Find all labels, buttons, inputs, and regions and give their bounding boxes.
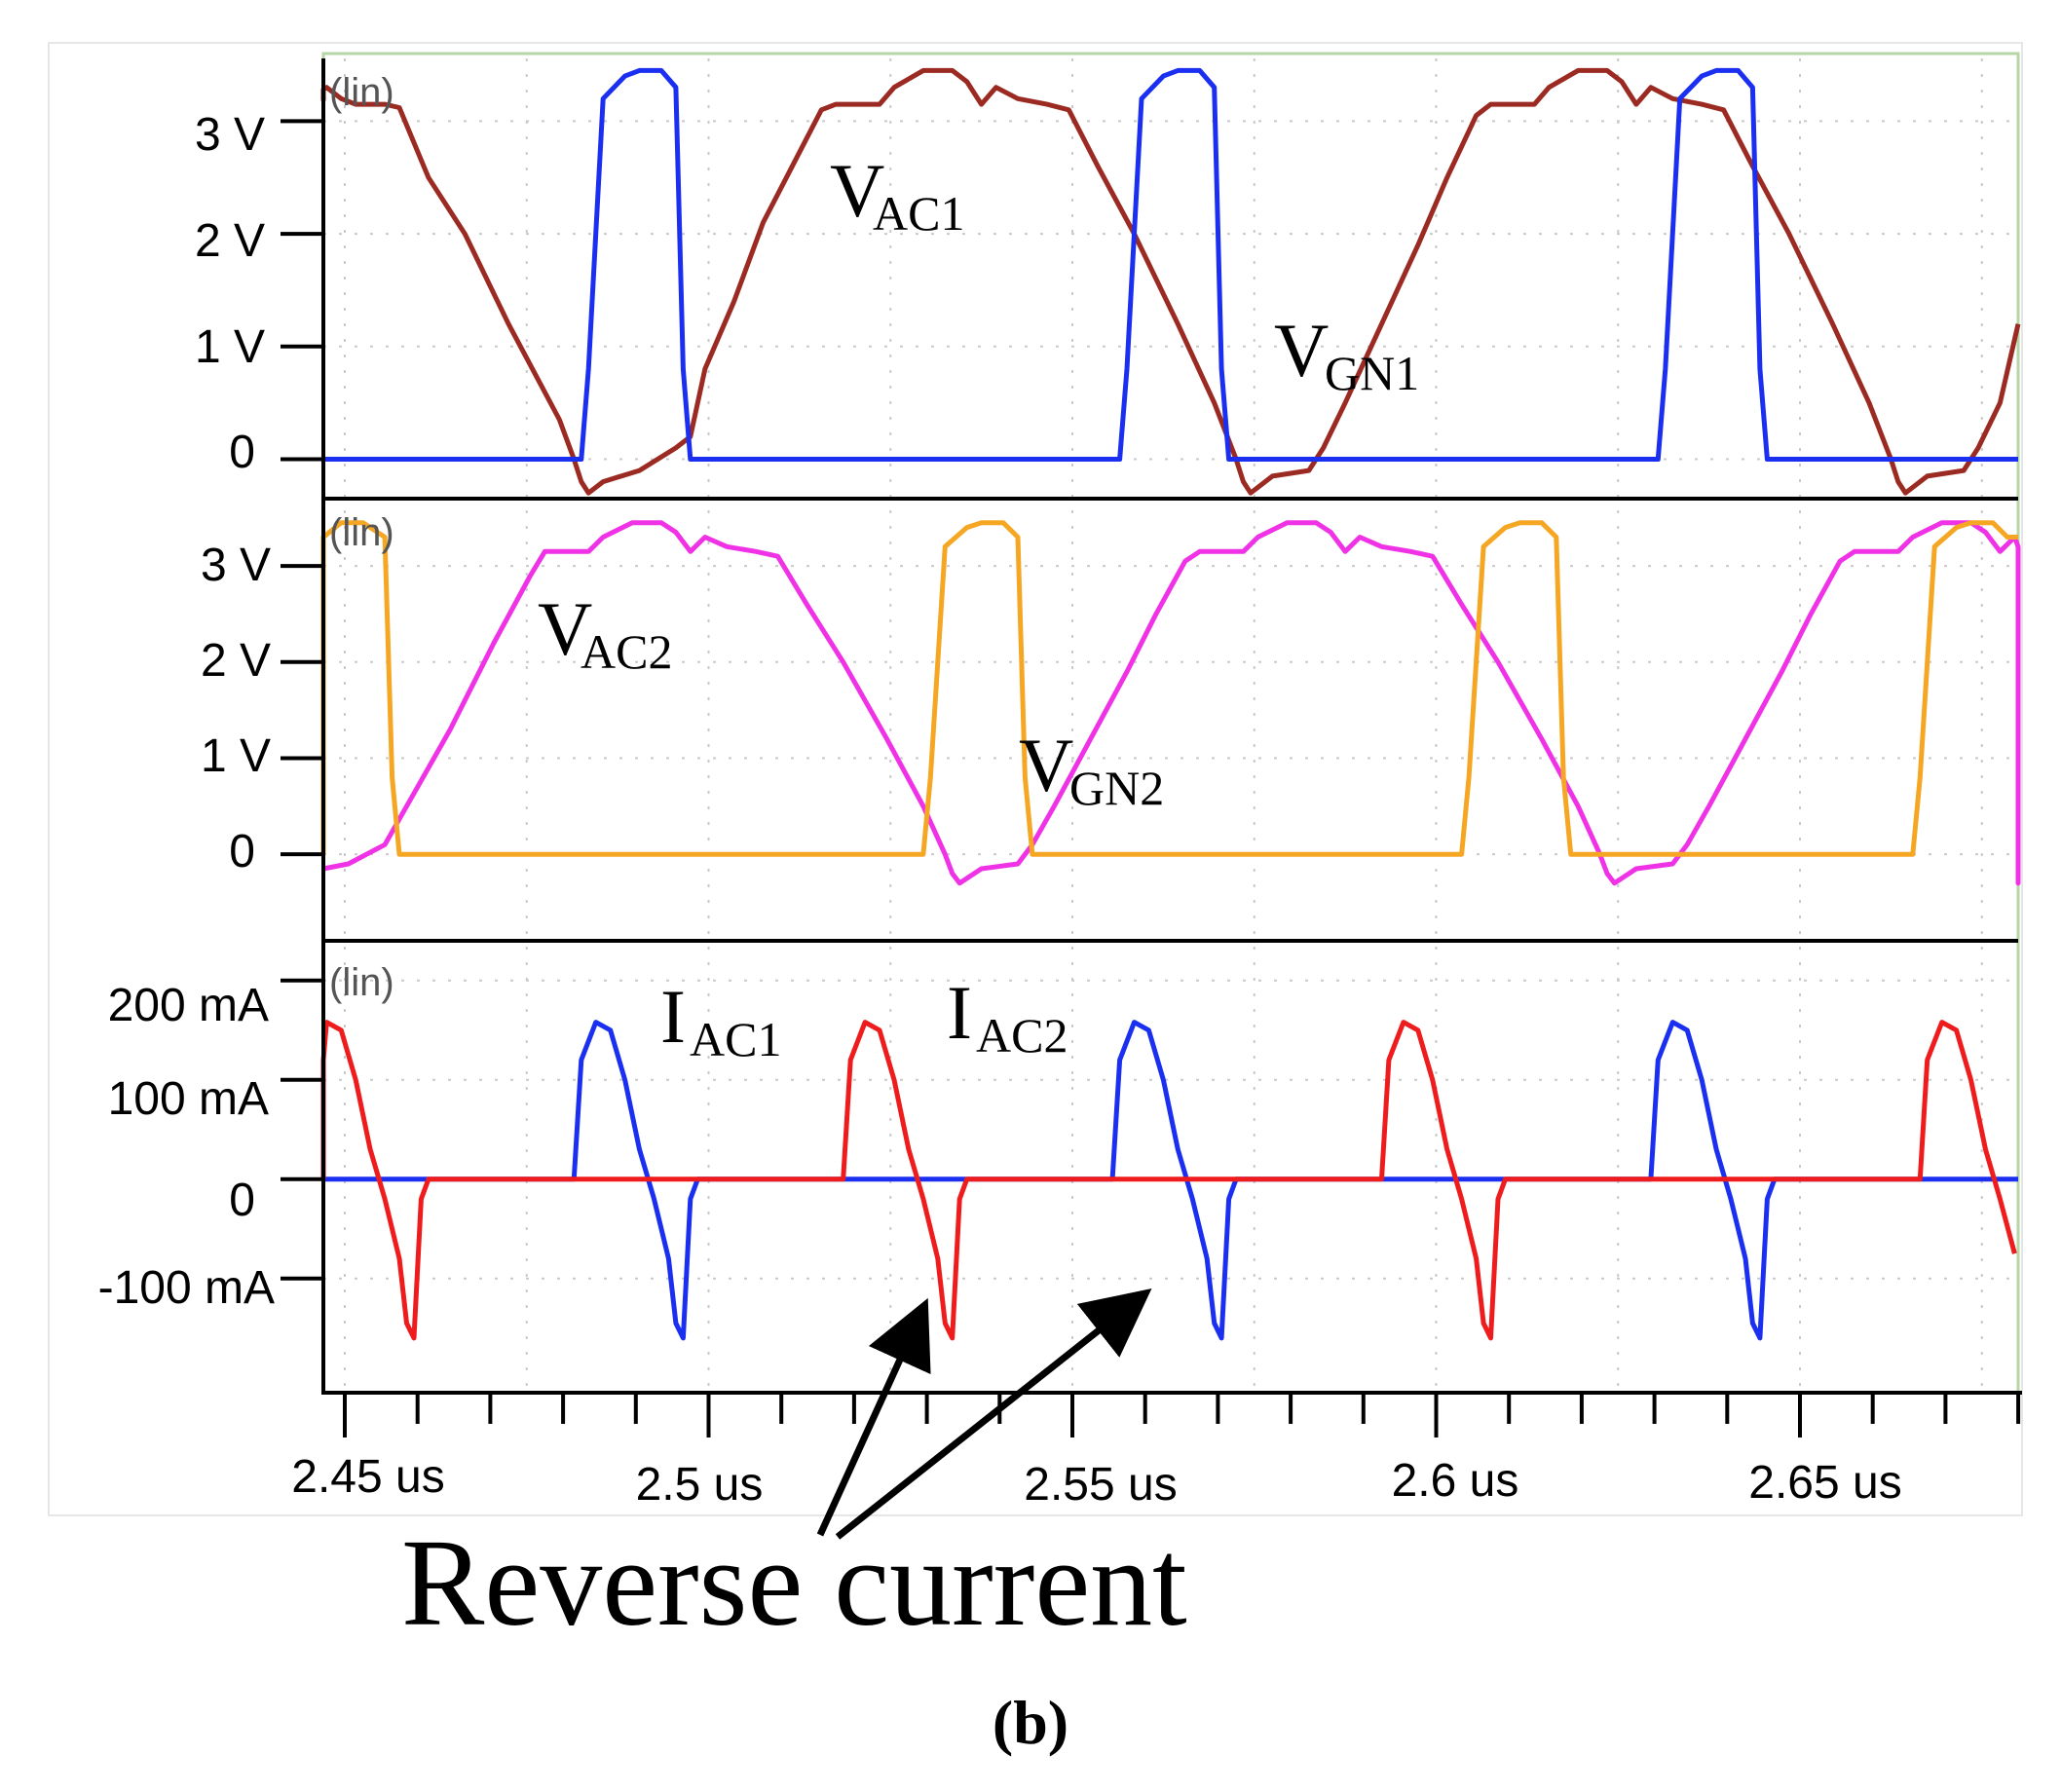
label-iac2-sub: AC2 — [976, 1008, 1068, 1063]
label-vgn1-sub: GN1 — [1325, 346, 1419, 400]
bottom-ytick-label-200ma: 200 mA — [108, 980, 269, 1031]
label-vac1-sub: AC1 — [873, 186, 964, 241]
xtick-label-2-45: 2.45 us — [291, 1451, 444, 1503]
label-vac2-main: V — [538, 586, 592, 671]
label-iac2: I AC2 — [947, 970, 1068, 1063]
label-iac1-sub: AC1 — [690, 1012, 781, 1066]
middle-panel-scale-label: (lin) — [329, 511, 394, 554]
label-iac1: I AC1 — [660, 974, 781, 1066]
label-vac1: V AC1 — [830, 148, 964, 241]
bottom-ytick-label-0: 0 — [229, 1175, 255, 1226]
middle-ytick-label-0: 0 — [229, 826, 255, 877]
bottom-ytick-label-100ma: 100 mA — [108, 1073, 269, 1125]
series-layer — [320, 67, 2021, 1341]
middle-ytick-label-2v: 2 V — [201, 635, 271, 687]
top-ytick-label-2v: 2 V — [195, 215, 265, 267]
reverse-current-label: Reverse current — [401, 1513, 1187, 1652]
axis-layer — [281, 58, 2022, 1437]
series-iac1 — [323, 1020, 2018, 1341]
xtick-label-2-6: 2.6 us — [1392, 1455, 1519, 1507]
top-ytick-label-3v: 3 V — [195, 109, 265, 161]
label-vgn2-sub: GN2 — [1069, 761, 1164, 815]
label-vgn2: V GN2 — [1019, 723, 1164, 815]
reverse-current-arrow-1 — [816, 1297, 931, 1537]
top-panel-scale-label: (lin) — [329, 71, 394, 114]
label-iac1-main: I — [660, 974, 686, 1059]
label-vgn1-main: V — [1274, 308, 1329, 392]
bottom-panel-scale-label: (lin) — [329, 961, 394, 1004]
figure-caption: (b) — [993, 1688, 1068, 1757]
series-vac1 — [320, 67, 2021, 496]
series-iac2 — [320, 1020, 2017, 1341]
label-vac2: V AC2 — [538, 586, 672, 679]
label-iac2-main: I — [947, 970, 972, 1055]
xtick-label-2-5: 2.5 us — [636, 1459, 764, 1511]
xtick-label-2-55: 2.55 us — [1024, 1459, 1177, 1511]
reverse-current-arrow-2 — [835, 1288, 1152, 1540]
label-vgn2-main: V — [1019, 723, 1073, 807]
bottom-ytick-label-neg100ma: -100 mA — [98, 1262, 275, 1314]
middle-ytick-label-1v: 1 V — [201, 730, 271, 782]
label-vac1-main: V — [830, 148, 884, 233]
series-vgn2 — [320, 520, 2018, 857]
series-vgn1 — [323, 67, 2018, 462]
label-vgn1: V GN1 — [1274, 308, 1419, 400]
top-ytick-label-1v: 1 V — [195, 321, 265, 373]
plot-area-border — [321, 52, 2020, 1395]
series-vac2 — [322, 520, 2021, 886]
label-vac2-sub: AC2 — [581, 624, 672, 679]
xtick-label-2-65: 2.65 us — [1748, 1457, 1901, 1509]
grid-layer — [323, 58, 2018, 1388]
middle-ytick-label-3v: 3 V — [201, 540, 271, 591]
top-ytick-label-0: 0 — [229, 427, 255, 478]
figure-frame — [48, 42, 2023, 1516]
